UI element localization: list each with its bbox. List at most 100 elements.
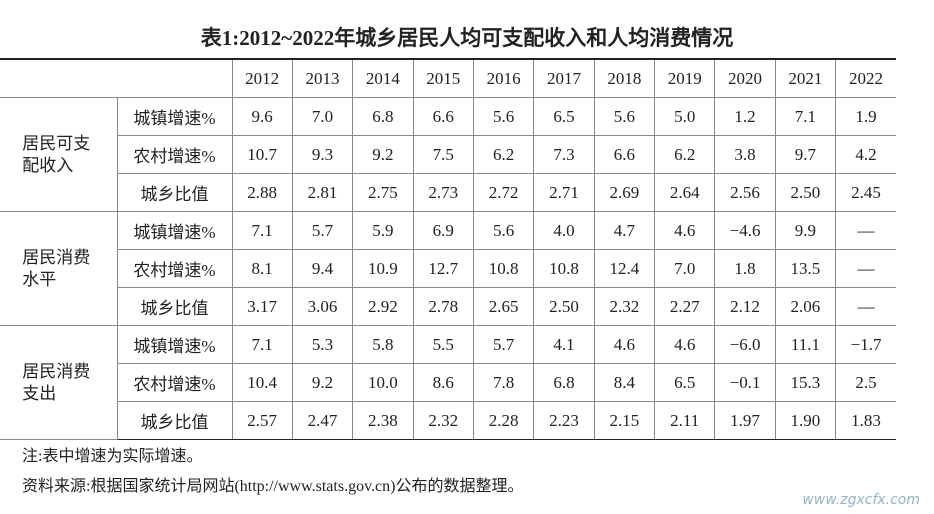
- value-cell: −0.1: [714, 363, 776, 402]
- value-cell: 9.2: [291, 363, 354, 402]
- value-cell: 2.06: [774, 287, 837, 326]
- value-cell: 2.71: [533, 173, 595, 212]
- value-cell: 9.2: [352, 135, 414, 174]
- group-cell: 居民消费水平: [0, 211, 118, 326]
- value-cell: 2.38: [352, 401, 414, 440]
- value-cell: 4.7: [593, 211, 656, 250]
- value-cell: 10.0: [352, 363, 414, 402]
- value-cell: 9.4: [291, 249, 354, 288]
- data-row: 农村增速% 10.7 9.3 9.2 7.5 6.2 7.3 6.6 6.2 3.8 9.7 4.2: [0, 135, 896, 174]
- year-header: 2016: [472, 58, 535, 98]
- year-header: 2014: [352, 58, 414, 98]
- data-table: 2012 2013 2014 2015 2016 2017 2018 2019 2020 2021…: [0, 58, 896, 440]
- data-row: 居民消费水平 城镇增速% 7.1 5.7 5.9 6.9 5.6 4.0 4.7 4.6 −4.6 9…: [0, 211, 896, 326]
- value-cell: 6.5: [654, 363, 716, 402]
- value-cell: 5.0: [654, 97, 716, 136]
- year-header: 2021: [774, 58, 837, 98]
- value-cell: 2.32: [593, 287, 656, 326]
- row-label: 城乡比值: [117, 287, 233, 326]
- value-cell: 7.1: [774, 97, 837, 136]
- value-cell: 2.27: [654, 287, 716, 326]
- value-cell: 7.8: [472, 363, 535, 402]
- value-cell: 2.5: [835, 363, 896, 402]
- value-cell: 6.2: [654, 135, 716, 174]
- value-cell: 8.4: [593, 363, 656, 402]
- year-header: 2017: [533, 58, 595, 98]
- value-cell: 2.32: [412, 401, 474, 440]
- value-cell: 5.3: [291, 325, 354, 364]
- row-label: 城乡比值: [117, 401, 233, 440]
- value-cell: —: [835, 249, 896, 288]
- value-cell: 2.45: [835, 173, 896, 212]
- group-label: 居民可支配收入: [22, 133, 91, 175]
- note-line: 注:表中增速为实际增速。: [22, 448, 203, 465]
- value-cell: 1.8: [714, 249, 776, 288]
- value-cell: 10.4: [231, 363, 293, 402]
- value-cell: 9.9: [774, 211, 837, 250]
- year-header: 2022: [835, 58, 896, 98]
- value-cell: −4.6: [714, 211, 776, 250]
- row-label: 农村增速%: [117, 363, 233, 402]
- year-header: 2013: [291, 58, 354, 98]
- data-row: 城乡比值 2.57 2.47 2.38 2.32 2.28 2.23 2.15 2.11 1.97…: [0, 401, 896, 440]
- value-cell: 5.6: [472, 97, 535, 136]
- value-cell: 5.7: [291, 211, 354, 250]
- value-cell: 4.6: [593, 325, 656, 364]
- corner-cell: [0, 58, 233, 98]
- value-cell: 5.8: [352, 325, 414, 364]
- value-cell: 8.1: [231, 249, 293, 288]
- year-header: 2012: [231, 58, 293, 98]
- value-cell: 7.1: [231, 325, 293, 364]
- data-row: 农村增速% 8.1 9.4 10.9 12.7 10.8 10.8 12.4 7.0 1.8 13.…: [0, 249, 896, 288]
- value-cell: 2.50: [774, 173, 837, 212]
- value-cell: 6.9: [412, 211, 474, 250]
- value-cell: 2.57: [231, 401, 293, 440]
- note-line: 资料来源:根据国家统计局网站(http://www.stats.gov.cn)公…: [22, 478, 524, 495]
- value-cell: 2.65: [472, 287, 535, 326]
- value-cell: 7.0: [291, 97, 354, 136]
- value-cell: 2.69: [593, 173, 656, 212]
- value-cell: 2.73: [412, 173, 474, 212]
- value-cell: 1.2: [714, 97, 776, 136]
- row-label: 农村增速%: [117, 135, 233, 174]
- value-cell: 1.9: [835, 97, 896, 136]
- value-cell: —: [835, 287, 896, 326]
- value-cell: 10.9: [352, 249, 414, 288]
- value-cell: 3.06: [291, 287, 354, 326]
- value-cell: 2.28: [472, 401, 535, 440]
- value-cell: 1.97: [714, 401, 776, 440]
- year-header: 2020: [714, 58, 776, 98]
- value-cell: 13.5: [774, 249, 837, 288]
- value-cell: 1.83: [835, 401, 896, 440]
- group-label: 居民消费支出: [22, 361, 91, 403]
- group-cell: 居民可支配收入: [0, 97, 118, 212]
- value-cell: 2.47: [291, 401, 354, 440]
- value-cell: 2.78: [412, 287, 474, 326]
- row-label: 城镇增速%: [116, 97, 233, 136]
- value-cell: 5.5: [412, 325, 474, 364]
- value-cell: 12.4: [593, 249, 656, 288]
- data-row: 居民可支配收入 城镇增速% 9.6 7.0 6.8 6.6 5.6 6.5 5.6 5.0 1.2 7…: [0, 97, 896, 212]
- value-cell: 5.7: [472, 325, 535, 364]
- value-cell: 2.92: [352, 287, 414, 326]
- value-cell: 10.8: [472, 249, 535, 288]
- year-header: 2015: [412, 58, 474, 98]
- value-cell: −1.7: [835, 325, 896, 364]
- group-cell: 居民消费支出: [0, 325, 118, 440]
- header-row: 2012 2013 2014 2015 2016 2017 2018 2019 2020 2021…: [0, 58, 896, 98]
- value-cell: 8.6: [412, 363, 474, 402]
- data-row: 城乡比值 2.88 2.81 2.75 2.73 2.72 2.71 2.69 2.64 2.56…: [0, 173, 896, 212]
- row-label: 城镇增速%: [116, 325, 233, 364]
- group-label: 居民消费水平: [22, 247, 91, 289]
- value-cell: 2.15: [593, 401, 656, 440]
- value-cell: 12.7: [412, 249, 474, 288]
- value-cell: 3.17: [231, 287, 293, 326]
- value-cell: 4.1: [533, 325, 595, 364]
- value-cell: 2.23: [533, 401, 595, 440]
- value-cell: 3.8: [714, 135, 776, 174]
- value-cell: 7.3: [533, 135, 595, 174]
- value-cell: 9.7: [774, 135, 837, 174]
- value-cell: 5.6: [593, 97, 656, 136]
- value-cell: 4.2: [835, 135, 896, 174]
